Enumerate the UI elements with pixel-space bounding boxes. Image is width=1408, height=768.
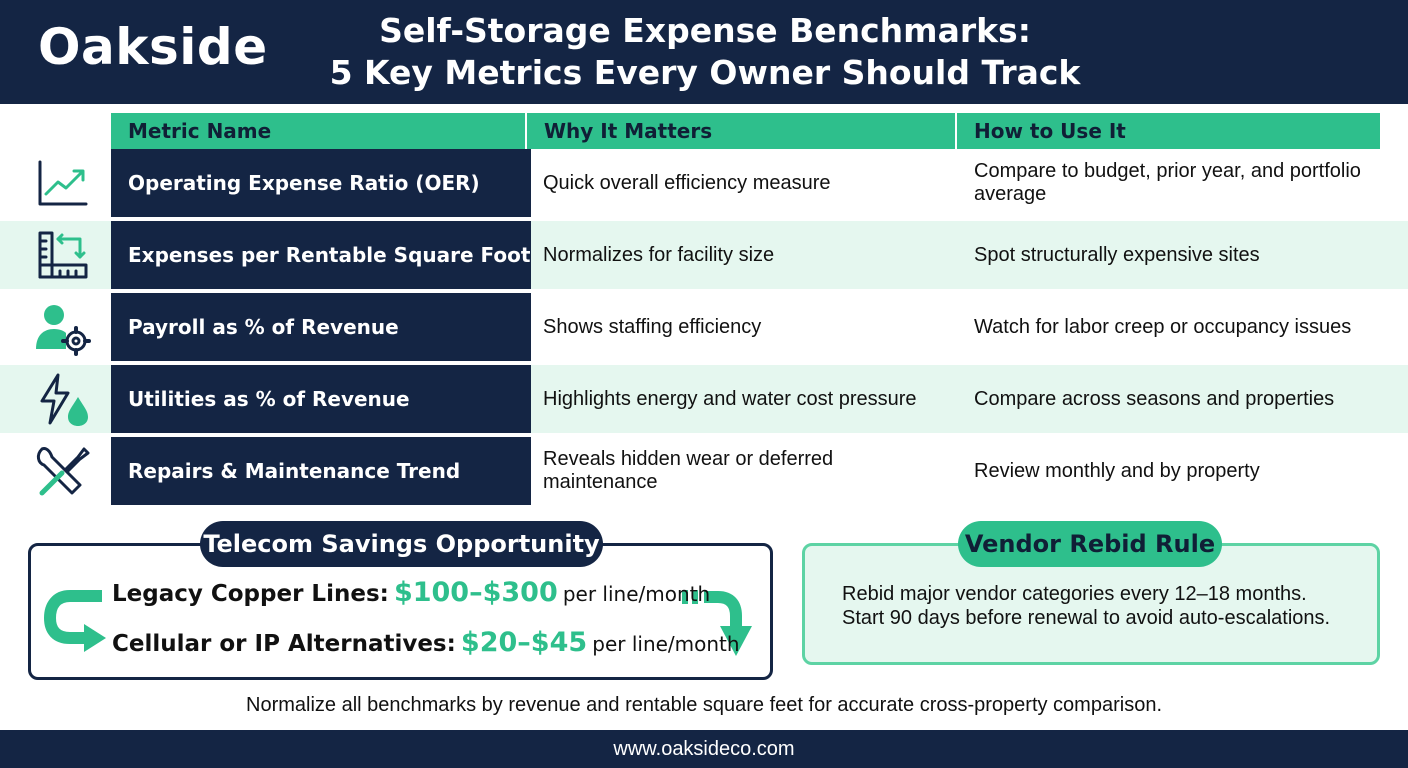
cellular-unit: per line/month [592, 632, 740, 656]
metric-cell: Repairs & Maintenance Trend [111, 437, 531, 505]
why-cell: Quick overall efficiency measure [543, 171, 831, 194]
how-cell: Compare to budget, prior year, and portf… [974, 160, 1361, 205]
vendor-line-1: Rebid major vendor categories every 12–1… [842, 583, 1307, 605]
legacy-price: $100–$300 [393, 577, 558, 608]
cellular-price: $20–$45 [460, 627, 588, 658]
how-cell: Spot structurally expensive sites [974, 243, 1260, 266]
legacy-unit: per line/month [562, 582, 711, 606]
title-line-1: Self-Storage Expense Benchmarks: [379, 11, 1031, 50]
metric-cell: Payroll as % of Revenue [111, 293, 531, 361]
column-header-why: Why It Matters [527, 113, 955, 149]
vendor-line-2: Start 90 days before renewal to avoid au… [842, 607, 1331, 629]
square-footage-icon [32, 225, 92, 285]
telecom-savings-box [28, 543, 773, 680]
cellular-line: Cellular or IP Alternatives: $20–$45 per… [112, 627, 740, 658]
legacy-line: Legacy Copper Lines: $100–$300 per line/… [112, 577, 710, 608]
why-cell: Reveals hidden wear or deferred maintena… [543, 448, 834, 493]
tools-icon [32, 441, 92, 501]
vendor-text: Rebid major vendor categories every 12–1… [842, 582, 1372, 630]
staff-gear-icon [32, 297, 92, 357]
footnote: Normalize all benchmarks by revenue and … [246, 694, 1162, 716]
column-header-metric: Metric Name [111, 113, 525, 149]
how-cell: Compare across seasons and properties [974, 387, 1335, 410]
how-cell: Watch for labor creep or occupancy issue… [974, 315, 1352, 338]
header-bar: Oakside Self-Storage Expense Benchmarks:… [0, 0, 1408, 104]
page-title: Self-Storage Expense Benchmarks: 5 Key M… [300, 10, 1110, 94]
column-header-how: How to Use It [957, 113, 1380, 149]
how-cell: Review monthly and by property [974, 459, 1260, 482]
down-arrow-icon [682, 590, 752, 656]
metric-cell: Expenses per Rentable Square Foot [111, 221, 531, 289]
brand-logo: Oakside [38, 18, 268, 76]
metric-cell: Operating Expense Ratio (OER) [111, 149, 531, 217]
trend-chart-icon [32, 154, 92, 214]
why-cell: Shows staffing efficiency [543, 315, 762, 338]
why-cell: Highlights energy and water cost pressur… [543, 387, 917, 410]
cellular-label: Cellular or IP Alternatives: [112, 631, 456, 657]
website-link[interactable]: www.oaksideco.com [613, 738, 795, 760]
legacy-label: Legacy Copper Lines: [112, 581, 389, 607]
why-cell: Normalizes for facility size [543, 243, 775, 266]
energy-water-icon [32, 369, 92, 429]
footer-bar: www.oaksideco.com [0, 730, 1408, 768]
curved-arrow-icon [43, 590, 106, 652]
title-line-2: 5 Key Metrics Every Owner Should Track [329, 53, 1081, 92]
vendor-heading: Vendor Rebid Rule [958, 521, 1222, 567]
telecom-heading: Telecom Savings Opportunity [200, 521, 603, 567]
metric-cell: Utilities as % of Revenue [111, 365, 531, 433]
